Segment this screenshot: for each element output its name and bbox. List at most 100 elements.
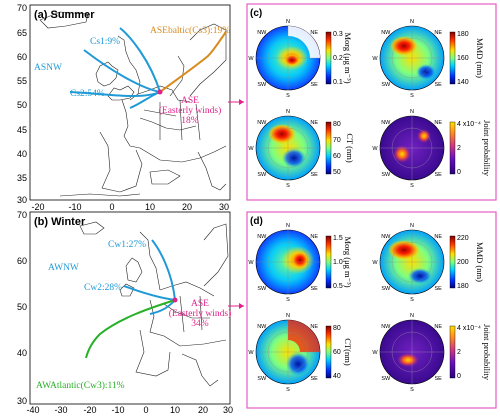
summer-y-tick: 55	[17, 76, 27, 86]
winter-y-tick: 50	[17, 302, 27, 312]
summer-baltic-trajectory	[159, 31, 227, 93]
compass-label: N	[286, 109, 290, 115]
compass-label: SW	[257, 172, 267, 178]
compass-label: W	[372, 56, 378, 62]
summer-x-tick: -10	[68, 202, 81, 212]
compass-label: SW	[381, 376, 391, 382]
cbar-tick: 40	[333, 373, 341, 380]
compass-label: SW	[381, 82, 391, 88]
polar-panel-d: (d)	[246, 211, 497, 409]
cbar-tick: 140	[457, 79, 469, 86]
summer-y-tick: 50	[17, 100, 27, 110]
cbar-tick: 4 x10⁻⁴	[457, 325, 481, 332]
summer-x-axis: -20 -10 0 10 20 30	[31, 202, 229, 212]
polar-plot-winter-joint	[379, 319, 456, 385]
polar-panel-c-label: (c)	[250, 8, 262, 19]
winter-x-axis: -40 -30 -20 -10 0 10 20 30	[26, 405, 233, 415]
cbar-tick: 70	[333, 137, 341, 144]
summer-y-axis: 70 65 60 55 50 45 40 35 30	[17, 3, 27, 205]
winter-source-pct: 34%	[191, 319, 209, 329]
compass-label: S	[286, 387, 290, 393]
compass-label: NW	[257, 234, 267, 240]
winter-cluster-label: AWAtlantic(Cw3):11%	[36, 380, 125, 391]
summer-source-label: ASNW	[34, 63, 62, 73]
summer-cluster-label: Cs2:54%	[70, 89, 105, 99]
compass-label: NW	[381, 234, 391, 240]
compass-label: NW	[381, 324, 391, 330]
compass-label: NW	[257, 30, 267, 36]
summer-panel-title: (a) Summer	[34, 9, 95, 21]
cbar-tick: 0.1	[333, 79, 343, 86]
winter-y-tick: 70	[17, 210, 27, 220]
winter-source-sublabel: (Easterly winds)	[169, 308, 232, 319]
compass-label: SE	[435, 82, 443, 88]
cbar-tick: 1.5	[333, 235, 343, 242]
compass-label: W	[248, 146, 254, 152]
compass-label: NE	[434, 120, 442, 126]
summer-y-tick: 45	[17, 125, 27, 135]
polar-panel-c: (c)	[246, 3, 497, 201]
compass-label: SE	[311, 376, 319, 382]
cbar-tick: 220	[457, 235, 469, 242]
summer-receptor-marker	[157, 89, 163, 95]
winter-x-tick: -20	[83, 405, 96, 415]
summer-coastlines	[39, 11, 227, 197]
cbar-label: CT (nm)	[345, 133, 355, 163]
compass-label: NE	[310, 324, 318, 330]
compass-label: W	[372, 350, 378, 356]
cbar-tick: 200	[457, 259, 469, 266]
summer-y-tick: 60	[17, 52, 27, 62]
cbar-tick: 4 x10⁻⁴	[457, 121, 481, 128]
compass-label: NW	[381, 30, 391, 36]
polar-plot-summer-morg	[255, 25, 332, 91]
summer-x-tick: 30	[219, 202, 229, 212]
compass-label: SW	[257, 82, 267, 88]
cbar-label: Morg (μg m⁻³)	[343, 236, 353, 287]
cbar-tick: 0.3	[333, 31, 343, 38]
winter-x-tick: 10	[170, 405, 180, 415]
summer-x-tick: 20	[182, 202, 192, 212]
cbar-tick: 180	[457, 283, 469, 290]
summer-source-pct: 18%	[181, 116, 199, 126]
cbar-tick: 160	[457, 55, 469, 62]
winter-x-tick: -40	[26, 405, 39, 415]
summer-y-tick: 70	[17, 3, 27, 13]
compass-label: W	[372, 146, 378, 152]
polar-plot-summer-ct	[255, 115, 332, 181]
winter-y-tick: 40	[17, 348, 27, 358]
winter-panel-title: (b) Winter	[34, 216, 86, 228]
polar-plot-summer-mmd	[379, 25, 456, 91]
cbar-label: MMD (nm)	[475, 242, 485, 282]
winter-map-frame	[29, 211, 231, 405]
summer-x-tick: 10	[145, 202, 155, 212]
cbar-tick: 2	[457, 349, 461, 356]
summer-x-tick: -20	[31, 202, 44, 212]
winter-coastlines	[79, 221, 229, 387]
compass-label: SE	[311, 82, 319, 88]
compass-label: NE	[310, 234, 318, 240]
compass-label: S	[410, 387, 414, 393]
compass-label: NW	[257, 324, 267, 330]
compass-label: SE	[435, 172, 443, 178]
compass-label: SE	[311, 286, 319, 292]
winter-map-panel: -40 -30 -20 -10 0 10 20 30 70 60 50 40 3…	[17, 210, 244, 415]
cbar-tick: 180	[457, 31, 469, 38]
compass-label: SE	[435, 376, 443, 382]
cbar-tick: 1.0	[333, 259, 343, 266]
winter-source-label: AWNW	[48, 263, 79, 273]
winter-atlantic-trajectory	[85, 299, 176, 359]
compass-label: NE	[434, 30, 442, 36]
compass-label: S	[410, 93, 414, 99]
compass-label: SE	[311, 172, 319, 178]
compass-label: S	[286, 183, 290, 189]
compass-labels: NNESESSWWNWNNESESSWWNWNNESESSWWNWNNESESS…	[248, 19, 442, 393]
compass-label: S	[286, 297, 290, 303]
summer-y-tick: 65	[17, 28, 27, 38]
compass-label: N	[286, 313, 290, 319]
cbar-tick: 0	[457, 373, 461, 380]
winter-blue-trajectories	[123, 239, 176, 315]
cbar-label: MMD (nm)	[475, 38, 485, 78]
summer-source-sublabel: (Easterly winds)	[159, 105, 222, 116]
summer-source-label: ASE	[181, 96, 199, 106]
cbar-label: Joint probability	[482, 120, 492, 177]
